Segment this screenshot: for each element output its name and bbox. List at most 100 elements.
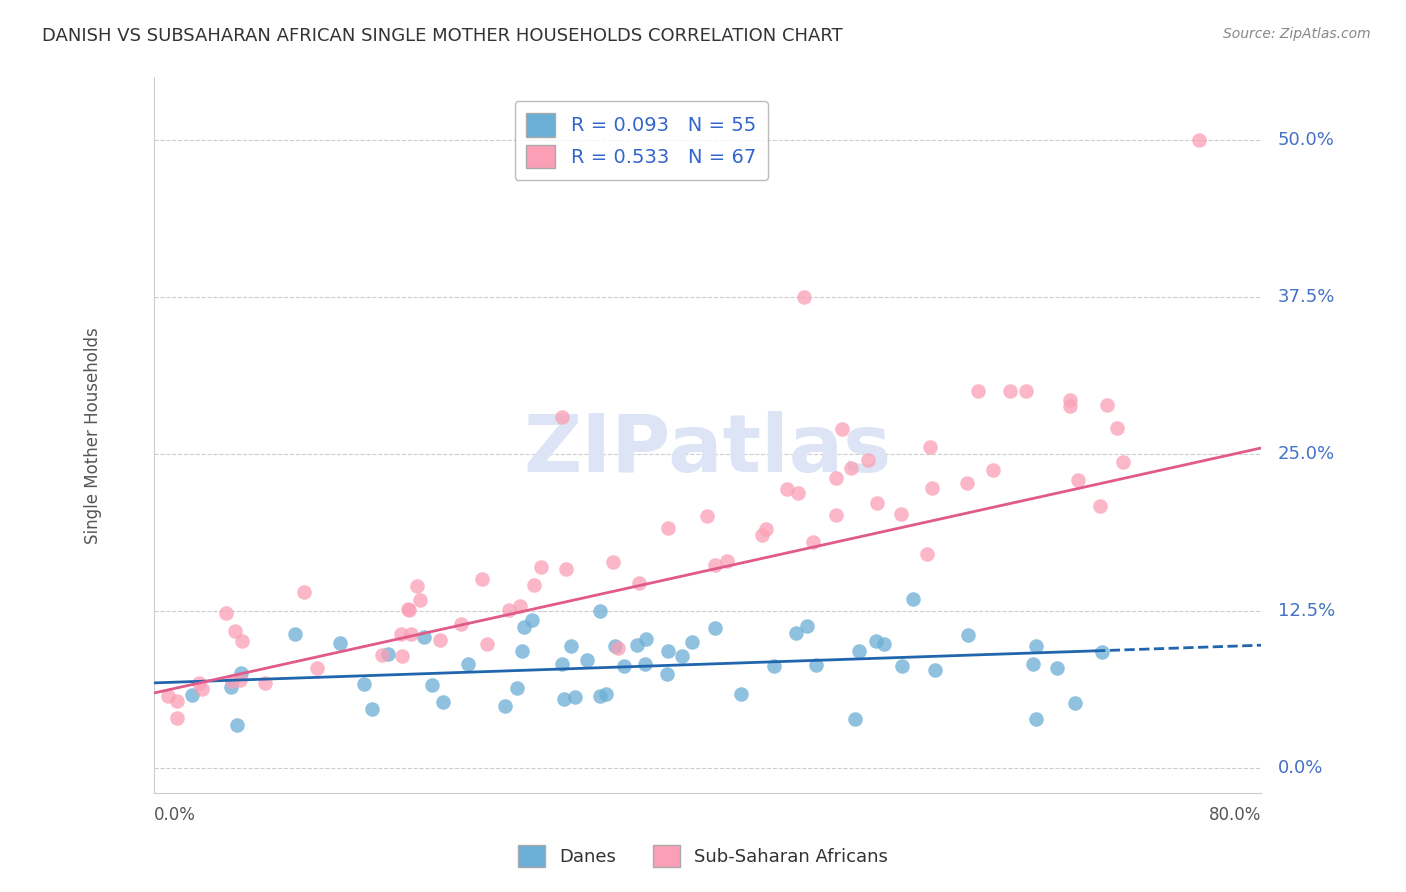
Point: [603, 640, 626, 654]
Point: [634, 657, 657, 672]
Point: [657, 521, 679, 535]
Point: [409, 593, 432, 607]
Point: [730, 687, 752, 701]
Point: [225, 718, 247, 732]
Point: [457, 657, 479, 671]
Text: 12.5%: 12.5%: [1278, 602, 1334, 620]
Point: [636, 632, 658, 647]
Point: [865, 634, 887, 648]
Point: [1066, 473, 1088, 487]
Point: [560, 639, 582, 653]
Point: [793, 290, 815, 304]
Point: [602, 555, 624, 569]
Text: Source: ZipAtlas.com: Source: ZipAtlas.com: [1223, 27, 1371, 41]
Point: [221, 673, 243, 688]
Point: [801, 534, 824, 549]
Point: [512, 620, 534, 634]
Point: [166, 711, 188, 725]
Point: [413, 631, 436, 645]
Point: [716, 554, 738, 568]
Point: [1188, 133, 1211, 147]
Point: [657, 644, 679, 658]
Point: [856, 452, 879, 467]
Text: DANISH VS SUBSAHARAN AFRICAN SINGLE MOTHER HOUSEHOLDS CORRELATION CHART: DANISH VS SUBSAHARAN AFRICAN SINGLE MOTH…: [42, 27, 844, 45]
Point: [890, 658, 912, 673]
Point: [1112, 455, 1135, 469]
Point: [389, 627, 412, 641]
Point: [371, 648, 394, 662]
Point: [806, 658, 828, 673]
Point: [873, 637, 896, 651]
Point: [751, 528, 773, 542]
Point: [671, 649, 693, 664]
Point: [429, 632, 451, 647]
Point: [901, 592, 924, 607]
Point: [399, 627, 422, 641]
Point: [1064, 696, 1087, 710]
Point: [396, 602, 419, 616]
Point: [551, 409, 574, 424]
Point: [510, 644, 533, 658]
Point: [956, 628, 979, 642]
Point: [191, 681, 214, 696]
Point: [506, 681, 529, 695]
Point: [1059, 400, 1081, 414]
Point: [1025, 639, 1047, 653]
Point: [391, 648, 413, 663]
Point: [589, 604, 612, 618]
Point: [471, 572, 494, 586]
Text: 50.0%: 50.0%: [1278, 131, 1334, 149]
Point: [553, 691, 575, 706]
Point: [224, 624, 246, 639]
Point: [231, 633, 253, 648]
Point: [1025, 712, 1047, 726]
Point: [475, 637, 498, 651]
Point: [551, 657, 574, 671]
Point: [555, 562, 578, 576]
Point: [1059, 393, 1081, 408]
Point: [166, 694, 188, 708]
Point: [564, 690, 586, 705]
Point: [1022, 657, 1045, 671]
Point: [254, 676, 277, 690]
Point: [785, 626, 807, 640]
Point: [613, 659, 636, 673]
Point: [825, 471, 848, 485]
Legend: Danes, Sub-Saharan Africans: Danes, Sub-Saharan Africans: [510, 838, 896, 874]
Point: [509, 599, 531, 614]
Point: [921, 481, 943, 495]
Text: 37.5%: 37.5%: [1278, 288, 1336, 306]
Point: [214, 606, 236, 620]
Point: [523, 578, 546, 592]
Point: [924, 663, 946, 677]
Text: ZIPatlas: ZIPatlas: [523, 410, 891, 489]
Point: [796, 619, 818, 633]
Point: [918, 440, 941, 454]
Legend: R = 0.093   N = 55, R = 0.533   N = 67: R = 0.093 N = 55, R = 0.533 N = 67: [515, 102, 768, 180]
Point: [1095, 398, 1118, 412]
Point: [360, 702, 382, 716]
Point: [307, 661, 329, 675]
Text: 25.0%: 25.0%: [1278, 445, 1334, 463]
Point: [844, 712, 866, 726]
Point: [776, 482, 799, 496]
Point: [839, 460, 862, 475]
Point: [762, 658, 785, 673]
Text: Single Mother Households: Single Mother Households: [84, 327, 103, 544]
Point: [1015, 384, 1038, 399]
Point: [530, 560, 553, 574]
Point: [284, 627, 307, 641]
Point: [188, 675, 211, 690]
Point: [589, 689, 612, 703]
Point: [1091, 644, 1114, 658]
Text: 80.0%: 80.0%: [1209, 806, 1261, 824]
Point: [228, 673, 250, 687]
Point: [498, 603, 520, 617]
Point: [432, 695, 454, 709]
Point: [353, 677, 375, 691]
Point: [219, 680, 242, 694]
Point: [866, 496, 889, 510]
Point: [1090, 500, 1112, 514]
Point: [628, 576, 651, 591]
Point: [405, 579, 427, 593]
